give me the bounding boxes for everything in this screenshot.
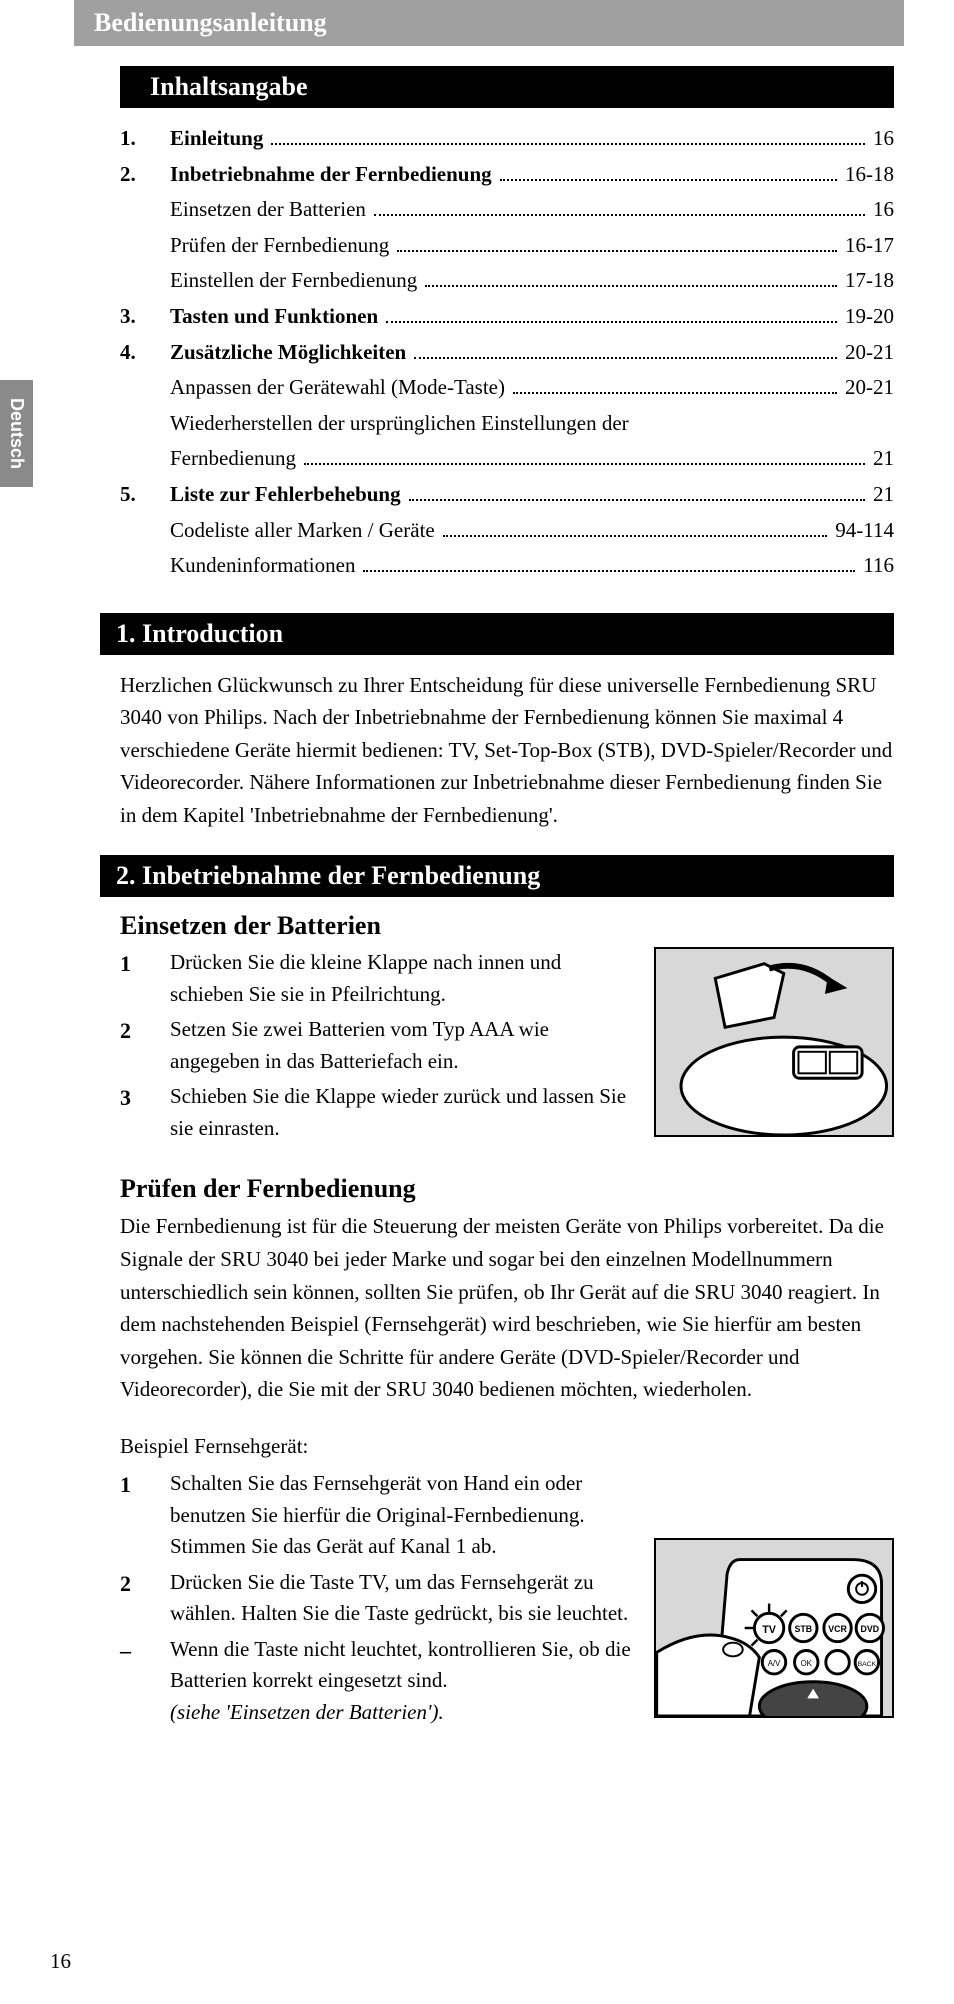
step-row: 2Setzen Sie zwei Batterien vom Typ AAA w… bbox=[120, 1014, 634, 1077]
svg-text:A/V: A/V bbox=[768, 1659, 781, 1668]
page-header: Bedienungsanleitung bbox=[74, 0, 904, 46]
toc-row: Einsetzen der Batterien16 bbox=[120, 193, 894, 227]
remote-illustration: TV STB VCR DVD A/V OK BACK bbox=[654, 1538, 894, 1718]
toc-row: Codeliste aller Marken / Geräte94-114 bbox=[120, 514, 894, 548]
toc-heading: Inhaltsangabe bbox=[120, 66, 894, 108]
test-subheading: Prüfen der Fernbedienung bbox=[120, 1174, 894, 1204]
svg-text:VCR: VCR bbox=[828, 1624, 847, 1634]
section-1-heading: 1. Introduction bbox=[100, 613, 894, 655]
svg-text:DVD: DVD bbox=[861, 1624, 880, 1634]
toc-row: 4.Zusätzliche Möglichkeiten20-21 bbox=[120, 336, 894, 370]
toc-row: Kundeninformationen116 bbox=[120, 549, 894, 583]
toc-row: 5.Liste zur Fehlerbehebung21 bbox=[120, 478, 894, 512]
toc-row: 1.Einleitung16 bbox=[120, 122, 894, 156]
step-row: 1Schalten Sie das Fernsehgerät von Hand … bbox=[120, 1468, 634, 1563]
step-row: 1Drücken Sie die kleine Klappe nach inne… bbox=[120, 947, 634, 1010]
step-row: 3Schieben Sie die Klappe wieder zurück u… bbox=[120, 1081, 634, 1144]
table-of-contents: 1.Einleitung162.Inbetriebnahme der Fernb… bbox=[120, 122, 894, 583]
example-label: Beispiel Fernsehgerät: bbox=[120, 1430, 894, 1463]
svg-text:BACK: BACK bbox=[858, 1661, 877, 1668]
toc-row: Wiederherstellen der ursprünglichen Eins… bbox=[120, 407, 894, 441]
battery-steps: 1Drücken Sie die kleine Klappe nach inne… bbox=[120, 947, 634, 1148]
batteries-subheading: Einsetzen der Batterien bbox=[120, 911, 894, 941]
tv-steps: 1Schalten Sie das Fernsehgerät von Hand … bbox=[120, 1468, 634, 1732]
toc-row: Anpassen der Gerätewahl (Mode-Taste)20-2… bbox=[120, 371, 894, 405]
toc-row: Einstellen der Fernbedienung17-18 bbox=[120, 264, 894, 298]
toc-row: Prüfen der Fernbedienung16-17 bbox=[120, 229, 894, 263]
svg-text:TV: TV bbox=[762, 1624, 777, 1636]
section-1-body: Herzlichen Glückwunsch zu Ihrer Entschei… bbox=[120, 669, 894, 832]
toc-row: Fernbedienung21 bbox=[120, 442, 894, 476]
step-row: –Wenn die Taste nicht leuchtet, kontroll… bbox=[120, 1634, 634, 1729]
svg-text:STB: STB bbox=[795, 1624, 813, 1634]
step-row: 2Drücken Sie die Taste TV, um das Fernse… bbox=[120, 1567, 634, 1630]
section-2-heading: 2. Inbetriebnahme der Fernbedienung bbox=[100, 855, 894, 897]
page-number: 16 bbox=[50, 1949, 71, 1974]
test-body: Die Fernbedienung ist für die Steuerung … bbox=[120, 1210, 894, 1405]
language-tab: Deutsch bbox=[0, 380, 33, 487]
toc-row: 2.Inbetriebnahme der Fernbedienung16-18 bbox=[120, 158, 894, 192]
battery-illustration bbox=[654, 947, 894, 1137]
svg-text:OK: OK bbox=[801, 1659, 813, 1668]
toc-row: 3.Tasten und Funktionen19-20 bbox=[120, 300, 894, 334]
